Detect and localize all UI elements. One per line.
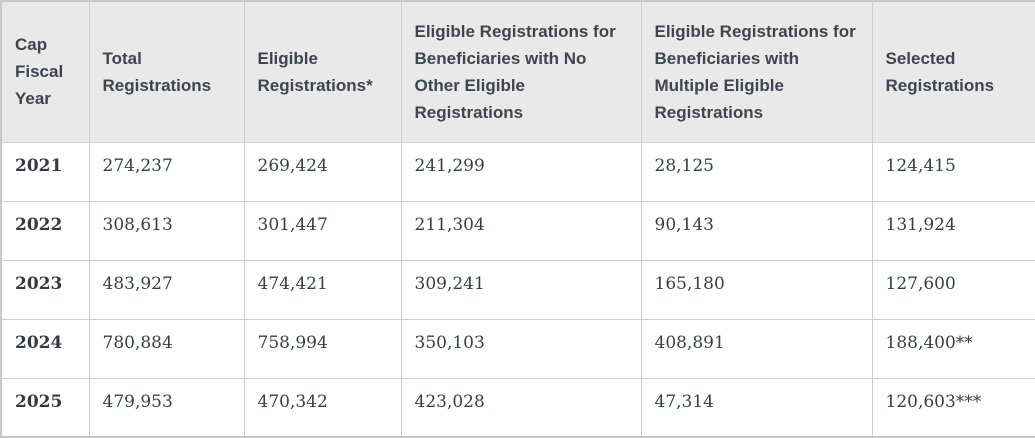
selected-registrations-cell: 188,400**: [871, 318, 1035, 379]
column-header-total-registrations: Total Registrations: [88, 0, 245, 143]
eligible-registrations-cell: 758,994: [243, 318, 402, 379]
multiple-eligible-cell: 90,143: [640, 200, 873, 261]
table-row-fy2024: 2024 780,884 758,994 350,103 408,891 188…: [0, 318, 1035, 379]
year-cell: 2024: [0, 318, 90, 379]
total-registrations-cell: 479,953: [88, 377, 245, 438]
multiple-eligible-cell: 28,125: [640, 141, 873, 202]
eligible-registrations-cell: 474,421: [243, 259, 402, 320]
no-other-eligible-cell: 350,103: [400, 318, 642, 379]
no-other-eligible-cell: 241,299: [400, 141, 642, 202]
table-row-fy2022: 2022 308,613 301,447 211,304 90,143 131,…: [0, 200, 1035, 261]
selected-registrations-cell: 127,600: [871, 259, 1035, 320]
selected-registrations-cell: 124,415: [871, 141, 1035, 202]
table-header-row: Cap Fiscal Year Total Registrations Elig…: [0, 0, 1035, 143]
table-row-fy2025: 2025 479,953 470,342 423,028 47,314 120,…: [0, 377, 1035, 438]
no-other-eligible-cell: 211,304: [400, 200, 642, 261]
table-row-fy2021: 2021 274,237 269,424 241,299 28,125 124,…: [0, 141, 1035, 202]
no-other-eligible-cell: 423,028: [400, 377, 642, 438]
eligible-registrations-cell: 269,424: [243, 141, 402, 202]
table-row-fy2023: 2023 483,927 474,421 309,241 165,180 127…: [0, 259, 1035, 320]
column-header-cap-fiscal-year: Cap Fiscal Year: [0, 0, 90, 143]
multiple-eligible-cell: 47,314: [640, 377, 873, 438]
eligible-registrations-cell: 301,447: [243, 200, 402, 261]
year-cell: 2022: [0, 200, 90, 261]
total-registrations-cell: 780,884: [88, 318, 245, 379]
eligible-registrations-cell: 470,342: [243, 377, 402, 438]
year-cell: 2021: [0, 141, 90, 202]
column-header-eligible-registrations: Eligible Registrations*: [243, 0, 402, 143]
selected-registrations-cell: 131,924: [871, 200, 1035, 261]
no-other-eligible-cell: 309,241: [400, 259, 642, 320]
total-registrations-cell: 483,927: [88, 259, 245, 320]
total-registrations-cell: 274,237: [88, 141, 245, 202]
multiple-eligible-cell: 165,180: [640, 259, 873, 320]
column-header-eligible-no-other: Eligible Registrations for Beneficiaries…: [400, 0, 642, 143]
column-header-selected-registrations: Selected Registrations: [871, 0, 1035, 143]
column-header-eligible-multiple: Eligible Registrations for Beneficiaries…: [640, 0, 873, 143]
selected-registrations-cell: 120,603***: [871, 377, 1035, 438]
year-cell: 2023: [0, 259, 90, 320]
year-cell: 2025: [0, 377, 90, 438]
multiple-eligible-cell: 408,891: [640, 318, 873, 379]
total-registrations-cell: 308,613: [88, 200, 245, 261]
